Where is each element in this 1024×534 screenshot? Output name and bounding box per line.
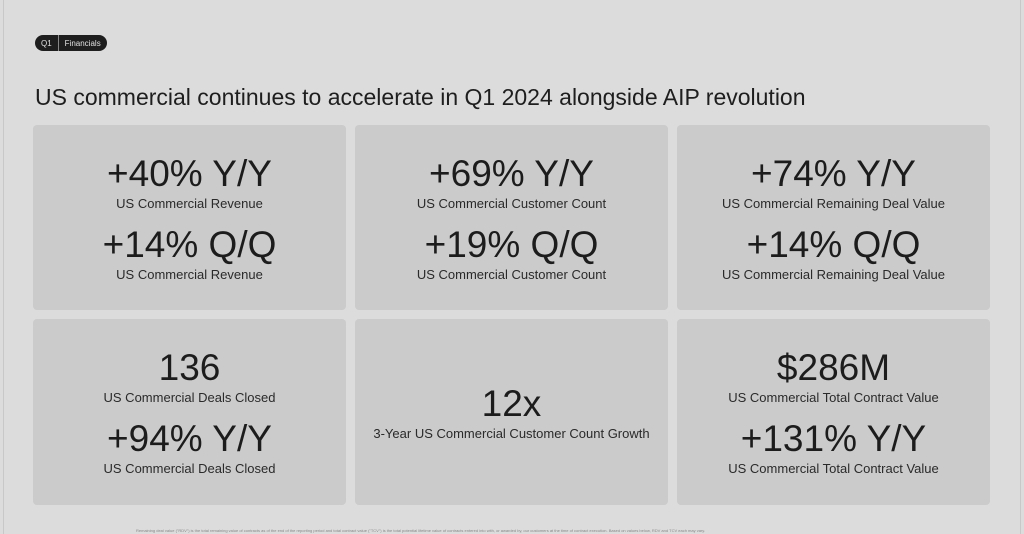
metric-card: 136 US Commercial Deals Closed +94% Y/Y US … [33, 319, 346, 505]
metric: +19% Q/Q US Commercial Customer Count [416, 223, 607, 282]
metric: +14% Q/Q US Commercial Remaining Deal Val… [721, 223, 945, 282]
metric-label: US Commercial Revenue [116, 266, 263, 282]
metric: 12x 3-Year US Commercial Customer Count G… [373, 382, 650, 441]
metric-card: $286M US Commercial Total Contract Value +… [677, 319, 990, 505]
metric: +131% Y/Y US Commercial Total Contract Va… [728, 418, 939, 477]
metric-label: US Commercial Total Contract Value [728, 461, 939, 476]
metric: 136 US Commercial Deals Closed [103, 347, 276, 406]
metric-label: US Commercial Deals Closed [103, 390, 276, 405]
badge-label: Financials [64, 38, 101, 48]
metric-value: +19% Q/Q [424, 223, 599, 265]
metric: $286M US Commercial Total Contract Value [728, 347, 939, 406]
metric: +94% Y/Y US Commercial Deals Closed [103, 418, 276, 477]
metric-label: US Commercial Revenue [116, 195, 263, 211]
metric-value: +69% Y/Y [429, 152, 594, 194]
metric-value: +40% Y/Y [107, 152, 272, 194]
slide-title: US commercial continues to accelerate in… [35, 84, 806, 110]
metric-value: 136 [158, 347, 221, 388]
metric-card: 12x 3-Year US Commercial Customer Count G… [355, 319, 668, 505]
metric-card: +40% Y/Y US Commercial Revenue +14% Q/Q US … [33, 125, 346, 310]
badge-section: Q1 [41, 38, 52, 48]
slide-frame [3, 0, 1021, 534]
footnote: Remaining deal value ("RDV") is the tota… [136, 528, 706, 533]
metric-value: +14% Q/Q [102, 223, 277, 265]
metric: +74% Y/Y US Commercial Remaining Deal Val… [721, 152, 945, 211]
metric-value: $286M [776, 347, 891, 388]
metric-card: +69% Y/Y US Commercial Customer Count +19%… [355, 125, 668, 310]
metric-label: US Commercial Total Contract Value [728, 390, 939, 405]
metric-label: 3-Year US Commercial Customer Count Grow… [373, 425, 650, 441]
metric-value: +14% Q/Q [746, 223, 921, 265]
metric-label: US Commercial Deals Closed [103, 461, 276, 476]
metric-value: +131% Y/Y [740, 418, 927, 459]
section-badge: Q1 Financials [35, 35, 107, 51]
metric: +14% Q/Q US Commercial Revenue [102, 223, 277, 282]
metric-label: US Commercial Customer Count [416, 195, 607, 211]
metric-label: US Commercial Remaining Deal Value [721, 266, 945, 282]
metrics-grid: +40% Y/Y US Commercial Revenue +14% Q/Q US … [33, 125, 990, 505]
metric: +40% Y/Y US Commercial Revenue [107, 152, 272, 211]
badge-divider [57, 35, 59, 51]
metric-label: US Commercial Remaining Deal Value [721, 195, 945, 211]
metric-value: +94% Y/Y [107, 418, 272, 459]
metric-value: +74% Y/Y [751, 152, 916, 194]
metric-value: 12x [481, 382, 542, 424]
metric-label: US Commercial Customer Count [416, 266, 607, 282]
metric-card: +74% Y/Y US Commercial Remaining Deal Val… [677, 125, 990, 310]
metric: +69% Y/Y US Commercial Customer Count [416, 152, 607, 211]
